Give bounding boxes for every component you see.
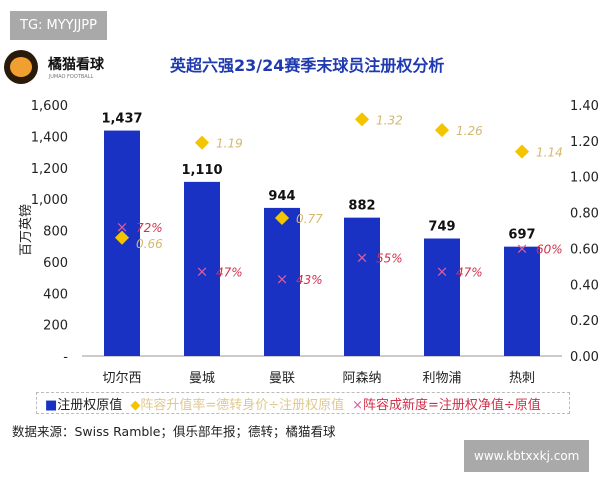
chart-title: 英超六强23/24赛季末球员注册权分析: [170, 56, 445, 75]
cat-logo-icon: [4, 50, 38, 84]
cross-marker: ×: [436, 263, 449, 281]
y-axis-label: 百万英镑: [18, 204, 34, 256]
bar-value-label: 882: [348, 199, 375, 214]
watermark-top: TG: MYYJJPP: [10, 11, 107, 40]
y-tick-label: -: [63, 350, 68, 365]
bar-value-label: 944: [268, 189, 295, 204]
bar-value-label: 1,110: [181, 163, 222, 178]
bar: [504, 246, 540, 356]
y-tick-label: 600: [43, 256, 68, 271]
logo-name: 橘猫看球: [48, 57, 104, 73]
bar-value-label: 749: [428, 220, 455, 235]
cross-label: 72%: [136, 221, 163, 235]
x-tick-label: 切尔西: [102, 371, 141, 386]
diamond-label: 0.77: [296, 212, 323, 226]
watermark-bottom: www.kbtxxkj.com: [464, 440, 590, 472]
logo-sub: JUMAO FOOTBALL: [48, 74, 94, 80]
cross-marker: ×: [116, 218, 129, 236]
x-tick-label: 热刺: [509, 371, 535, 386]
diamond-marker: [514, 144, 530, 159]
logo: 橘猫看球 JUMAO FOOTBALL: [4, 50, 104, 84]
bar-value-label: 1,437: [101, 112, 142, 127]
y2-tick-label: 0.80: [570, 207, 599, 222]
y2-tick-label: 0.40: [570, 278, 599, 293]
y2-tick-label: 1.00: [570, 171, 599, 186]
x-tick-label: 阿森纳: [342, 371, 381, 386]
bar: [424, 238, 460, 356]
y2-tick-label: 0.60: [570, 242, 599, 257]
y2-tick-label: 0.00: [570, 350, 599, 365]
data-source: 数据来源：Swiss Ramble；俱乐部年报；德转；橘猫看球: [12, 424, 336, 439]
y-tick-label: 800: [43, 225, 68, 240]
cross-marker: ×: [516, 239, 529, 257]
diamond-marker: [434, 123, 450, 138]
diamond-label: 0.66: [136, 237, 163, 251]
diamond-label: 1.14: [536, 146, 563, 160]
diamond-label: 1.32: [376, 113, 403, 127]
diamond-label: 1.19: [216, 137, 243, 151]
cross-label: 55%: [376, 251, 403, 265]
bar: [344, 217, 380, 356]
cross-label: 47%: [216, 266, 243, 280]
legend-cross: ×阵容成新度=注册权净值÷原值: [352, 397, 541, 413]
diamond-label: 1.26: [456, 124, 483, 138]
bar: [264, 207, 300, 356]
y2-tick-label: 0.20: [570, 314, 599, 329]
diamond-marker: [274, 210, 290, 226]
x-tick-label: 曼城: [189, 371, 215, 386]
y2-tick-label: 1.20: [570, 135, 599, 150]
bar-value-label: 697: [508, 228, 535, 243]
cross-label: 47%: [456, 266, 483, 280]
y-tick-label: 1,200: [31, 162, 68, 177]
y-tick-label: 400: [43, 287, 68, 302]
y-tick-label: 200: [43, 319, 68, 334]
legend-bar: ■注册权原值: [45, 397, 123, 413]
y-tick-label: 1,600: [31, 99, 68, 114]
cross-label: 43%: [296, 273, 323, 287]
y2-tick-label: 1.40: [570, 99, 599, 114]
diamond-marker: [354, 112, 370, 127]
legend: ■注册权原值 ◆阵容升值率=德转身价÷注册权原值 ×阵容成新度=注册权净值÷原值: [36, 392, 570, 414]
cross-marker: ×: [196, 263, 209, 281]
legend-diamond: ◆阵容升值率=德转身价÷注册权原值: [130, 397, 345, 413]
y-tick-label: 1,400: [31, 130, 68, 145]
bar: [184, 181, 220, 356]
cross-label: 60%: [536, 242, 563, 256]
diamond-marker: [194, 135, 210, 150]
x-tick-label: 利物浦: [422, 371, 461, 386]
cross-marker: ×: [276, 270, 289, 288]
x-tick-label: 曼联: [269, 371, 295, 386]
y-tick-label: 1,000: [31, 193, 68, 208]
cross-marker: ×: [356, 248, 369, 266]
chart: - 200 400 600 800 1,000 1,200 1,400 1,600 0.00 0.2…: [18, 99, 599, 386]
